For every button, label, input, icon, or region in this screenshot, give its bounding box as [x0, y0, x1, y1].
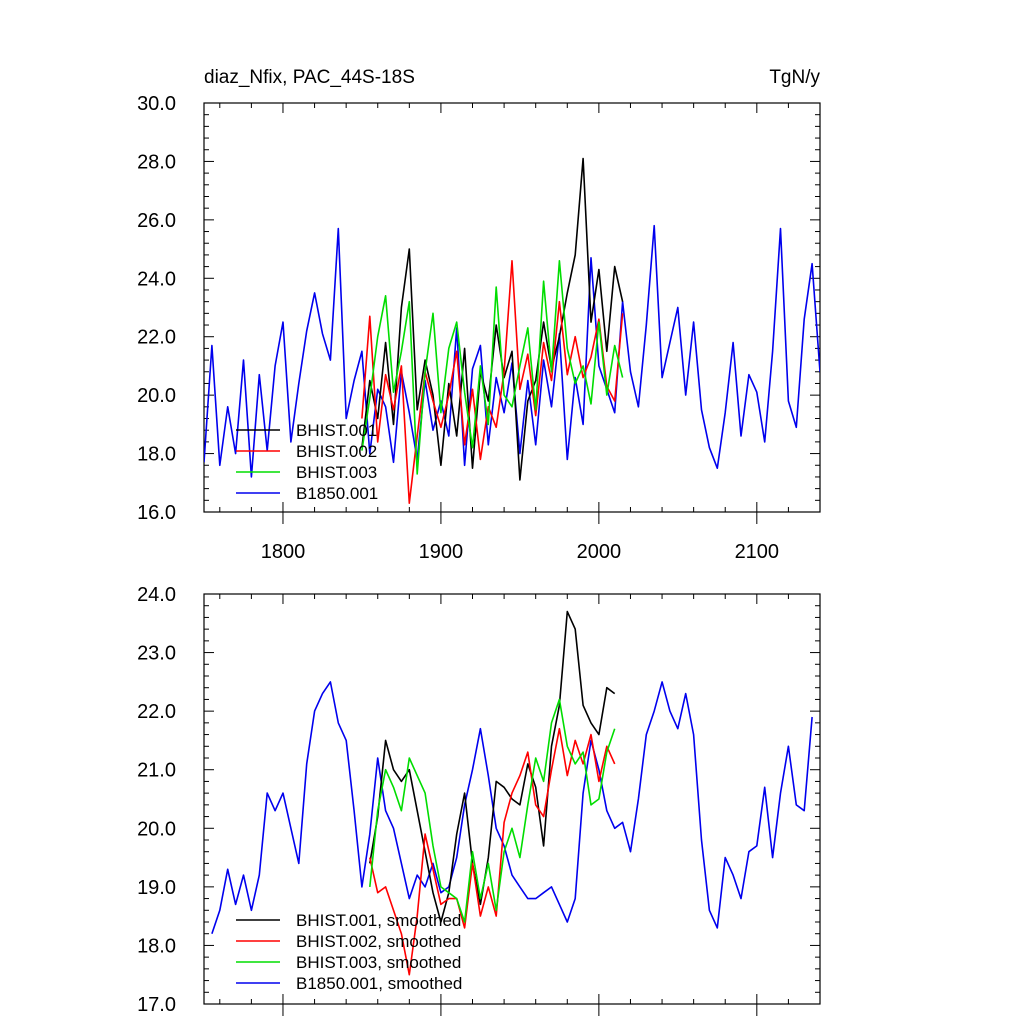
chart-title: diaz_Nfix, PAC_44S-18S [204, 67, 415, 88]
top-ytick-label: 16.0 [137, 502, 176, 524]
bottom-legend-label: BHIST.002, smoothed [296, 932, 461, 951]
bottom-ytick-label: 19.0 [137, 877, 176, 899]
bottom-legend-label: BHIST.003, smoothed [296, 953, 461, 972]
bottom-series-line-b1850-001-smoothed [211, 681, 813, 934]
bottom-ytick-label: 23.0 [137, 643, 176, 665]
bottom-ytick-label: 18.0 [137, 935, 176, 957]
bottom-ytick-label: 22.0 [137, 701, 176, 723]
top-panel: diaz_Nfix, PAC_44S-18S TgN/y 16.0 18.0 20.… [137, 67, 821, 563]
top-plot-frame [203, 102, 821, 513]
bottom-ytick-label: 20.0 [137, 818, 176, 840]
top-series-line-bhist-002 [361, 259, 624, 505]
top-xtick-label: 1900 [419, 541, 464, 563]
bottom-series-line-bhist-003-smoothed [369, 698, 616, 923]
top-legend-label: B1850.001 [296, 484, 378, 503]
bottom-plot-frame [203, 593, 821, 1005]
top-ytick-label: 22.0 [137, 327, 176, 349]
units-label: TgN/y [769, 67, 820, 88]
bottom-legend-label: BHIST.001, smoothed [296, 911, 461, 930]
top-series-line-bhist-001 [361, 157, 624, 481]
top-legend-label: BHIST.003 [296, 463, 377, 482]
top-legend-label: BHIST.001 [296, 421, 377, 440]
bottom-ytick-label: 21.0 [137, 760, 176, 782]
top-ytick-label: 20.0 [137, 385, 176, 407]
bottom-panel: 17.0 18.0 19.0 20.0 21.0 22.0 23.0 24.0 BHIST.00… [137, 584, 821, 1016]
bottom-series-line-bhist-002-smoothed [369, 727, 616, 976]
top-xtick-label: 2100 [735, 541, 780, 563]
bottom-series-line-bhist-001-smoothed [369, 610, 616, 923]
bottom-ytick-label: 24.0 [137, 584, 176, 606]
top-xtick-label: 2000 [577, 541, 622, 563]
bottom-legend-label: B1850.001, smoothed [296, 974, 462, 993]
top-ytick-label: 30.0 [137, 93, 176, 115]
top-xtick-label: 1800 [261, 541, 306, 563]
bottom-ytick-label: 17.0 [137, 994, 176, 1016]
top-legend-label: BHIST.002 [296, 442, 377, 461]
top-series-line-bhist-003 [361, 259, 624, 475]
top-ytick-label: 18.0 [137, 444, 176, 466]
top-ytick-label: 24.0 [137, 268, 176, 290]
top-ytick-label: 28.0 [137, 151, 176, 173]
top-ytick-label: 26.0 [137, 210, 176, 232]
